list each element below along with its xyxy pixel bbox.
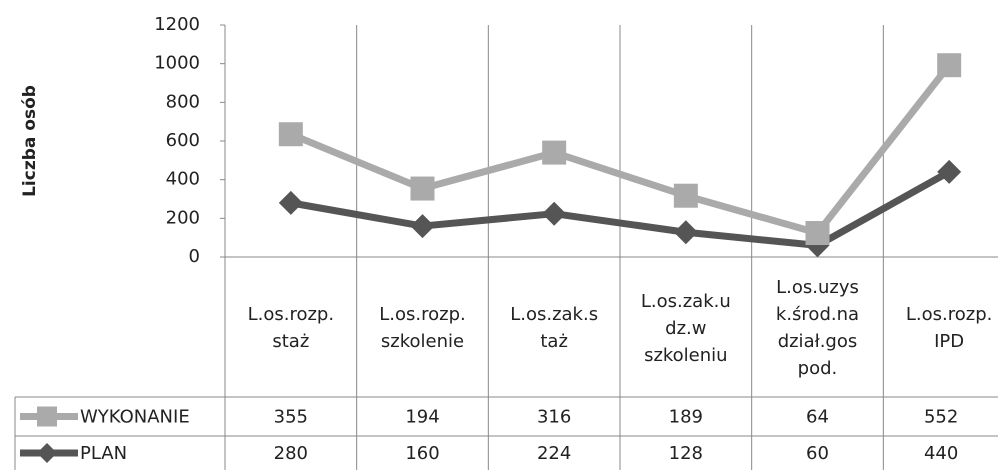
table-value: 316 bbox=[537, 407, 571, 428]
point-marker bbox=[937, 53, 962, 78]
table-value: 355 bbox=[274, 407, 308, 428]
point-marker bbox=[937, 159, 962, 184]
y-tick-label: 800 bbox=[166, 91, 200, 112]
series-line bbox=[289, 63, 952, 237]
point-marker bbox=[805, 221, 830, 246]
y-tick-label: 1200 bbox=[154, 14, 200, 35]
category-label: L.os.zak.s taż bbox=[510, 304, 599, 352]
table-value: 224 bbox=[537, 443, 571, 464]
legend-label: WYKONANIE bbox=[80, 407, 190, 428]
series-line bbox=[290, 168, 951, 249]
category-label: L.os.zak.u dz.w szkoleniu bbox=[640, 290, 731, 366]
legend-marker bbox=[37, 406, 57, 427]
category-label: L.os.rozp. IPD bbox=[905, 304, 993, 352]
point-marker bbox=[542, 201, 567, 226]
point-marker bbox=[278, 190, 303, 215]
legend-marker bbox=[37, 443, 57, 463]
point-marker bbox=[278, 122, 303, 147]
legend-label: PLAN bbox=[80, 443, 127, 464]
y-tick-label: 600 bbox=[166, 130, 200, 151]
table-value: 552 bbox=[924, 407, 958, 428]
table-value: 189 bbox=[669, 407, 703, 428]
category-label: L.os.uzys k.środ.na dział.gos pod. bbox=[775, 277, 860, 379]
table-value: 194 bbox=[405, 407, 439, 428]
table-value: 128 bbox=[669, 443, 703, 464]
table-value: 64 bbox=[806, 407, 829, 428]
y-tick-label: 0 bbox=[189, 246, 200, 267]
category-label: L.os.rozp. staż bbox=[247, 304, 335, 352]
table-value: 440 bbox=[924, 443, 958, 464]
point-marker bbox=[410, 214, 435, 239]
table-value: 280 bbox=[274, 443, 308, 464]
y-tick-label: 1000 bbox=[154, 53, 200, 74]
table-value: 160 bbox=[405, 443, 439, 464]
point-marker bbox=[673, 220, 698, 245]
category-label: L.os.rozp. szkolenie bbox=[379, 304, 466, 352]
table-value: 60 bbox=[806, 443, 829, 464]
point-marker bbox=[673, 183, 698, 208]
y-axis-label: Liczba osób bbox=[20, 85, 40, 197]
point-marker bbox=[542, 140, 567, 165]
point-marker bbox=[410, 176, 435, 201]
y-tick-label: 400 bbox=[166, 169, 200, 190]
y-tick-label: 200 bbox=[166, 207, 200, 228]
